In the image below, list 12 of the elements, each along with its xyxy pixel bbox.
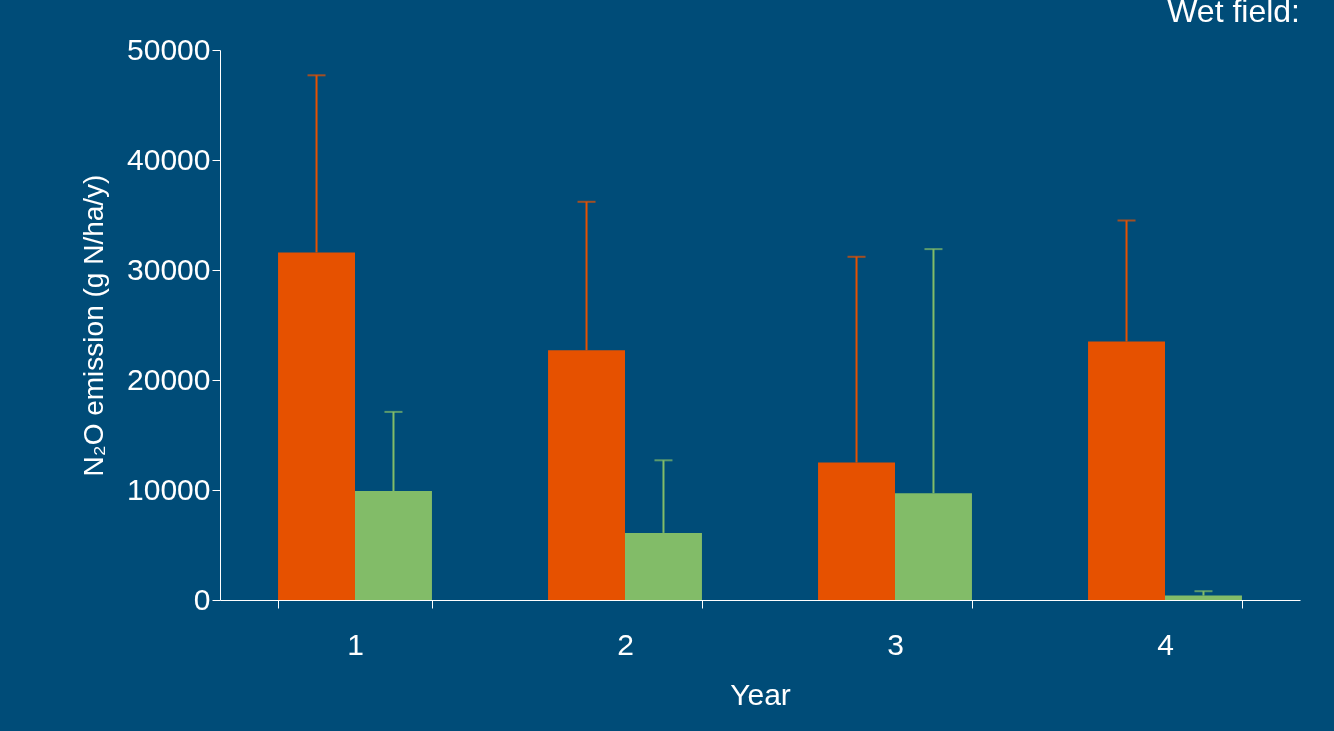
y-tick-label: 0 xyxy=(193,582,211,616)
y-tick-label: 40000 xyxy=(127,142,211,176)
y-tick-label: 10000 xyxy=(127,472,211,506)
x-tick-label: 1 xyxy=(347,627,364,661)
y-tick-label: 30000 xyxy=(127,252,211,286)
y-tick-label: 50000 xyxy=(127,32,211,66)
x-tick-label: 3 xyxy=(887,627,904,661)
x-tick-label: 2 xyxy=(617,627,634,661)
y-tick-label: 20000 xyxy=(127,362,211,396)
y-axis-title: N₂O emission (g N/ha/y) xyxy=(78,174,110,477)
x-axis-title: Year xyxy=(730,677,791,711)
x-tick-label: 4 xyxy=(1157,627,1174,661)
